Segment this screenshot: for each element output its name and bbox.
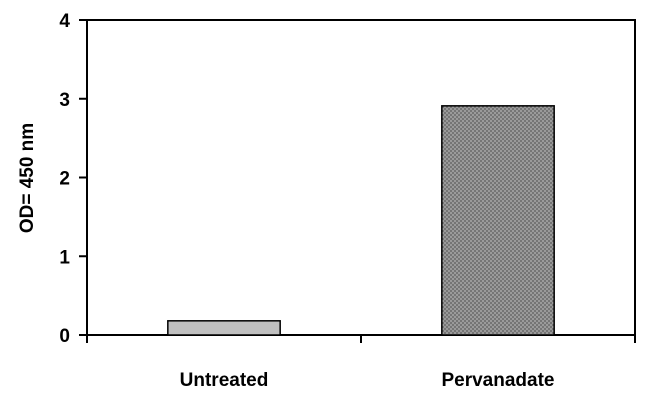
y-tick-label: 0 bbox=[59, 326, 70, 347]
y-tick-label: 2 bbox=[59, 169, 70, 190]
x-axis-ticks bbox=[86, 335, 636, 343]
y-tick-label: 4 bbox=[59, 11, 70, 32]
y-tick-label: 1 bbox=[59, 247, 70, 268]
plot-area: 0 1 2 3 4 Untreated Pervanadate bbox=[59, 11, 636, 391]
y-tick-label: 3 bbox=[59, 90, 70, 111]
category-label: Untreated bbox=[180, 370, 269, 391]
y-axis-title: OD= 450 nm bbox=[17, 123, 38, 233]
category-labels: Untreated Pervanadate bbox=[180, 370, 555, 391]
category-label: Pervanadate bbox=[441, 370, 554, 391]
y-axis-ticks: 0 1 2 3 4 bbox=[59, 11, 87, 347]
bar-untreated bbox=[167, 320, 281, 336]
bars bbox=[167, 105, 555, 336]
bar-pervanadate bbox=[441, 105, 555, 336]
